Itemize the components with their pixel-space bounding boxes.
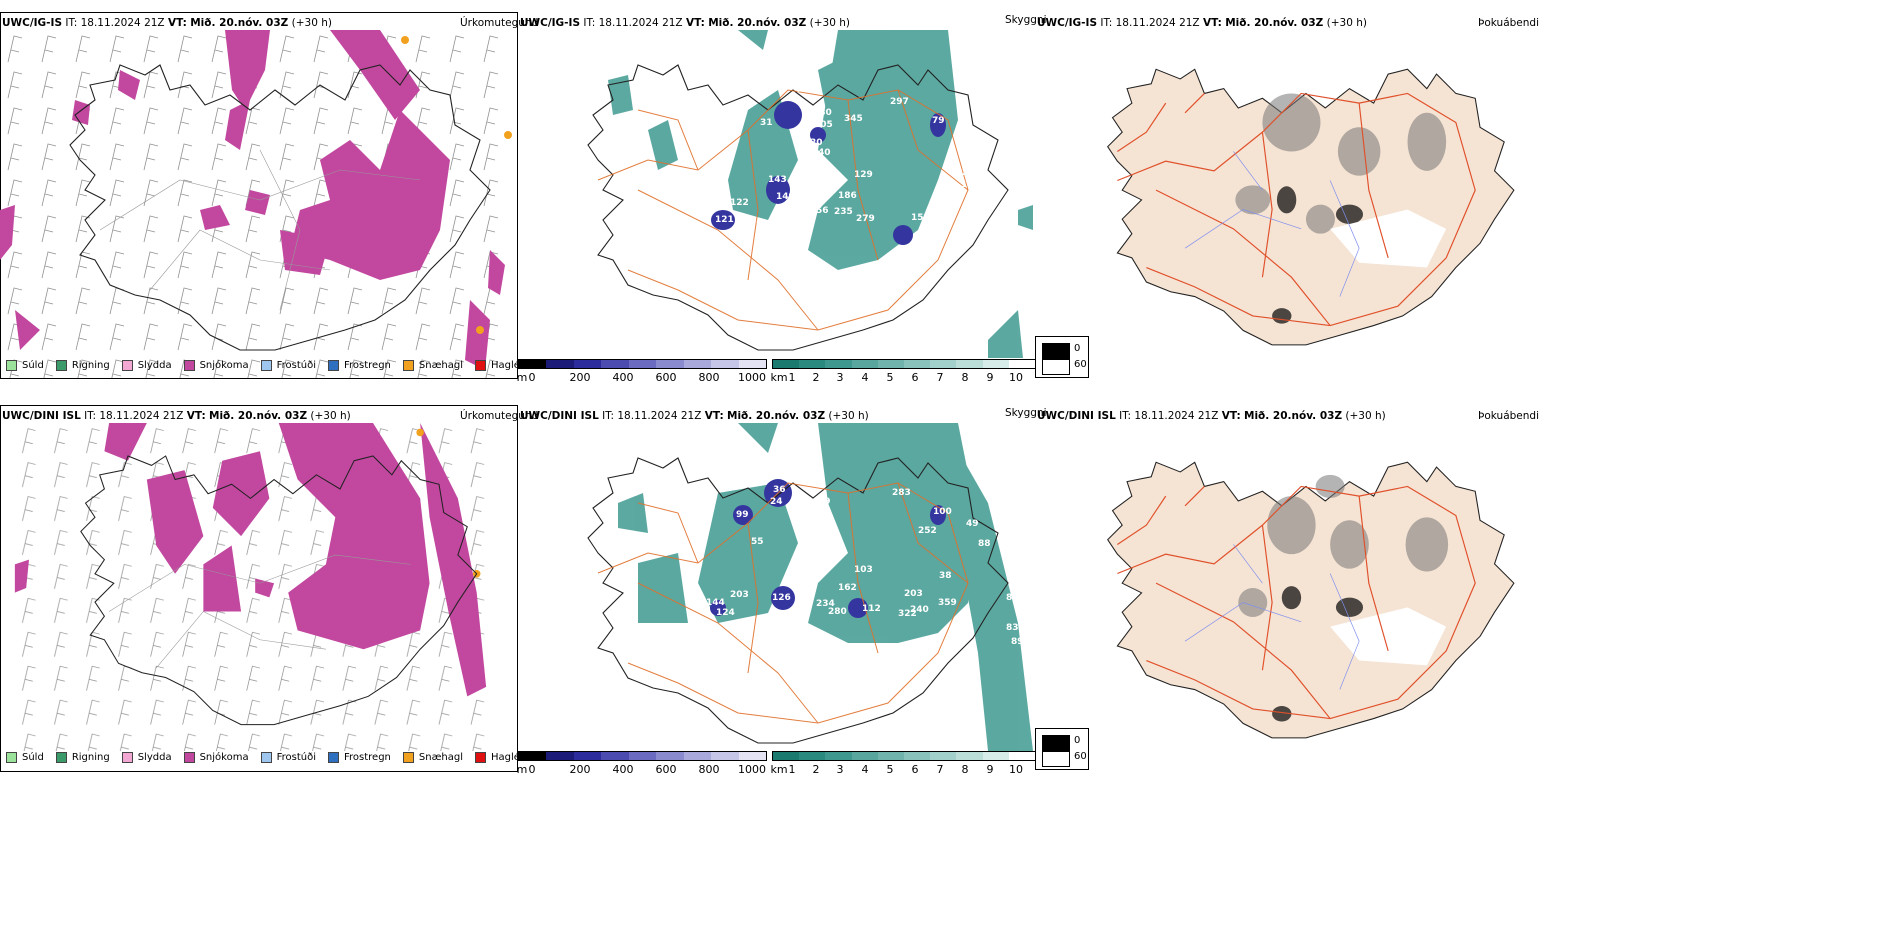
- precip-type-map-2: [14, 423, 503, 751]
- visibility-colorbar-2: [772, 751, 1036, 761]
- legend-item: Frostregn: [328, 752, 391, 763]
- model-name: UWC/DINI ISL: [2, 410, 81, 422]
- run-header-2a: UWC/DINI ISL IT: 18.11.2024 21Z VT: Mið.…: [2, 410, 351, 422]
- cloudbase-colorbar-1: [518, 359, 767, 369]
- legend-item: Snæhagl: [402, 752, 463, 763]
- cloud-cover-legend-2: 0 60: [1035, 728, 1089, 770]
- run-header-1b: UWC/IG-IS IT: 18.11.2024 21Z VT: Mið. 20…: [520, 17, 850, 29]
- legend-item: Haglél: [475, 752, 523, 763]
- panel-title-precip: Úrkomutegund: [460, 410, 539, 422]
- visibility-colorbar-1: [772, 359, 1036, 369]
- legend-item: Slydda: [121, 752, 172, 763]
- cloud-labels-1: 766 480 505 20 40 31 143 149 122 121 27 …: [715, 85, 983, 325]
- panel-title-cloud: Skyggni: [1005, 14, 1047, 26]
- visibility-map-2: [587, 423, 1033, 751]
- run-header-1c: UWC/IG-IS IT: 18.11.2024 21Z VT: Mið. 20…: [1037, 17, 1367, 29]
- legend-item: Súld: [6, 360, 44, 371]
- init-time: 18.11.2024 21Z: [80, 17, 165, 29]
- legend-item: Snæhagl: [402, 360, 463, 371]
- precip-legend-2: Súld Rigning Slydda Snjókoma Frostúði Fr…: [6, 752, 535, 763]
- precip-legend-1: Súld Rigning Slydda Snjókoma Frostúði Fr…: [6, 360, 535, 371]
- valid-time: Mið. 20.nóv. 03Z: [190, 17, 289, 29]
- snow-areas: [0, 30, 505, 370]
- cloud-labels-2: 36 24 99 58 50 19 55 283 252 100 49 88 2…: [706, 437, 1030, 647]
- precip-panel-frame-2: [0, 405, 518, 772]
- panel-title-fog: Þokuábendi: [1478, 410, 1539, 422]
- it-label: IT:: [65, 17, 78, 29]
- cloudbase-colorbar-2: [518, 751, 767, 761]
- lead-time: (+30 h): [291, 17, 332, 29]
- panel-title-precip: Úrkomutegund: [460, 17, 539, 29]
- legend-item: Frostúði: [260, 360, 316, 371]
- legend-item: Snjókoma: [183, 752, 249, 763]
- legend-item: Slydda: [121, 360, 172, 371]
- precip-type-map-1: [0, 30, 517, 378]
- visibility-map-1: [587, 30, 1033, 358]
- cloud-cover-legend-1: 0 60: [1035, 336, 1089, 378]
- vt-label: VT:: [167, 17, 187, 29]
- fog-map-2: [1107, 461, 1515, 739]
- legend-item: Frostregn: [328, 360, 391, 371]
- model-name: UWC/IG-IS: [2, 17, 63, 29]
- legend-item: Frostúði: [260, 752, 316, 763]
- panel-title-fog: Þokuábendi: [1478, 17, 1539, 29]
- legend-item: Snjókoma: [183, 360, 249, 371]
- run-header-2b: UWC/DINI ISL IT: 18.11.2024 21Z VT: Mið.…: [520, 410, 869, 422]
- legend-item: Súld: [6, 752, 44, 763]
- legend-item: Haglél: [475, 360, 523, 371]
- run-header-2c: UWC/DINI ISL IT: 18.11.2024 21Z VT: Mið.…: [1037, 410, 1386, 422]
- panel-title-cloud: Skyggni: [1005, 407, 1047, 419]
- run-header-1a: UWC/IG-IS IT: 18.11.2024 21Z VT: Mið. 20…: [2, 17, 332, 29]
- legend-item: Rigning: [55, 360, 110, 371]
- legend-item: Rigning: [55, 752, 110, 763]
- fog-map-1: [1107, 68, 1515, 346]
